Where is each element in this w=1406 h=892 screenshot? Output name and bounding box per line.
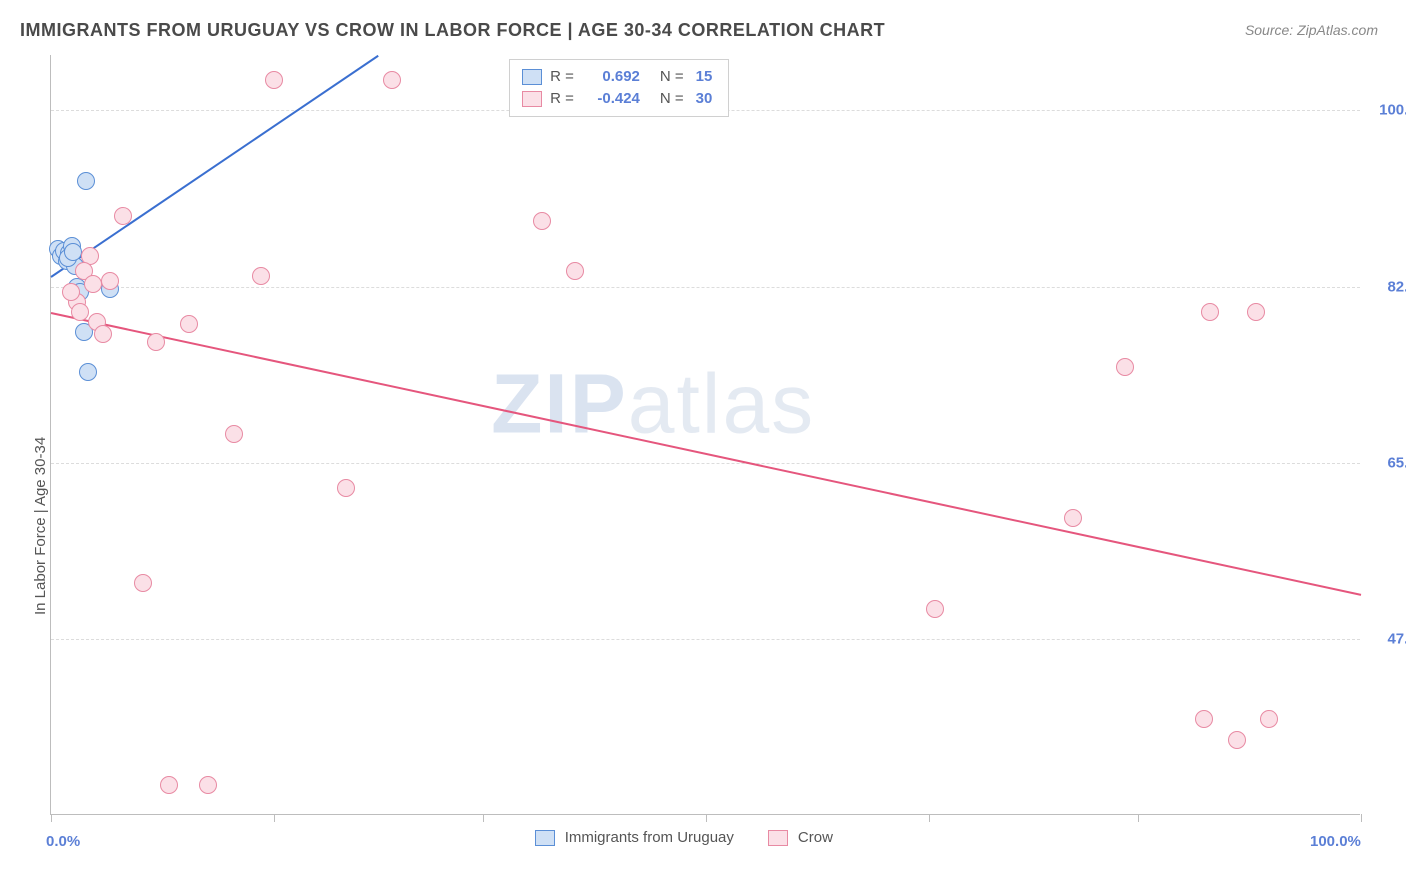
legend-r-label: R = xyxy=(550,88,574,110)
legend-n-label: N = xyxy=(660,88,684,110)
data-point xyxy=(160,776,178,794)
legend-r-value: 0.692 xyxy=(586,66,640,88)
data-point xyxy=(101,272,119,290)
gridline xyxy=(51,463,1360,464)
data-point xyxy=(1228,731,1246,749)
data-point xyxy=(79,363,97,381)
x-tick xyxy=(483,814,484,822)
data-point xyxy=(62,283,80,301)
watermark-zip: ZIP xyxy=(491,357,628,451)
scatter-plot: ZIPatlas 47.5%65.0%82.5%100.0%R =0.692N … xyxy=(50,55,1360,815)
x-axis-max-label: 100.0% xyxy=(1310,833,1361,850)
legend-n-value: 15 xyxy=(696,66,713,88)
x-tick xyxy=(51,814,52,822)
data-point xyxy=(114,207,132,225)
trend-line xyxy=(51,312,1361,596)
watermark-atlas: atlas xyxy=(628,357,815,451)
y-axis-title: In Labor Force | Age 30-34 xyxy=(32,437,49,615)
data-point xyxy=(252,267,270,285)
data-point xyxy=(1195,710,1213,728)
page-title: IMMIGRANTS FROM URUGUAY VS CROW IN LABOR… xyxy=(20,20,885,41)
x-tick xyxy=(929,814,930,822)
legend-r-label: R = xyxy=(550,66,574,88)
x-tick xyxy=(706,814,707,822)
series-legend: Immigrants from Uruguay Crow xyxy=(535,829,857,846)
data-point xyxy=(147,333,165,351)
data-point xyxy=(134,574,152,592)
trend-line xyxy=(50,55,379,278)
data-point xyxy=(225,425,243,443)
data-point xyxy=(1247,303,1265,321)
data-point xyxy=(64,243,82,261)
data-point xyxy=(533,212,551,230)
data-point xyxy=(566,262,584,280)
x-tick xyxy=(1138,814,1139,822)
data-point xyxy=(180,315,198,333)
data-point xyxy=(1064,509,1082,527)
gridline xyxy=(51,287,1360,288)
data-point xyxy=(926,600,944,618)
legend-row: R = 0.692 N = 15 xyxy=(522,66,716,88)
data-point xyxy=(337,479,355,497)
y-tick-label: 82.5% xyxy=(1370,278,1406,295)
plot-area: ZIPatlas 47.5%65.0%82.5%100.0%R =0.692N … xyxy=(50,55,1360,815)
legend-n-label: N = xyxy=(660,66,684,88)
data-point xyxy=(265,71,283,89)
x-tick xyxy=(1361,814,1362,822)
data-point xyxy=(199,776,217,794)
legend-swatch xyxy=(768,830,788,846)
x-axis-min-label: 0.0% xyxy=(46,833,80,850)
data-point xyxy=(1260,710,1278,728)
legend-r-value: -0.424 xyxy=(586,88,640,110)
gridline xyxy=(51,639,1360,640)
data-point xyxy=(1201,303,1219,321)
series-name: Crow xyxy=(798,829,833,846)
data-point xyxy=(94,325,112,343)
data-point xyxy=(71,303,89,321)
legend-swatch xyxy=(535,830,555,846)
y-tick-label: 100.0% xyxy=(1370,102,1406,119)
legend-swatch xyxy=(522,91,542,107)
source-attribution: Source: ZipAtlas.com xyxy=(1245,22,1378,38)
x-tick xyxy=(274,814,275,822)
watermark: ZIPatlas xyxy=(491,356,815,453)
data-point xyxy=(383,71,401,89)
series-name: Immigrants from Uruguay xyxy=(565,829,734,846)
y-tick-label: 47.5% xyxy=(1370,630,1406,647)
data-point xyxy=(77,172,95,190)
legend-row: R = -0.424 N = 30 xyxy=(522,88,716,110)
data-point xyxy=(84,275,102,293)
correlation-legend: R = 0.692 N = 15 R = -0.424 N = 30 xyxy=(509,59,729,117)
y-tick-label: 65.0% xyxy=(1370,454,1406,471)
legend-swatch xyxy=(522,69,542,85)
data-point xyxy=(1116,358,1134,376)
legend-n-value: 30 xyxy=(696,88,713,110)
